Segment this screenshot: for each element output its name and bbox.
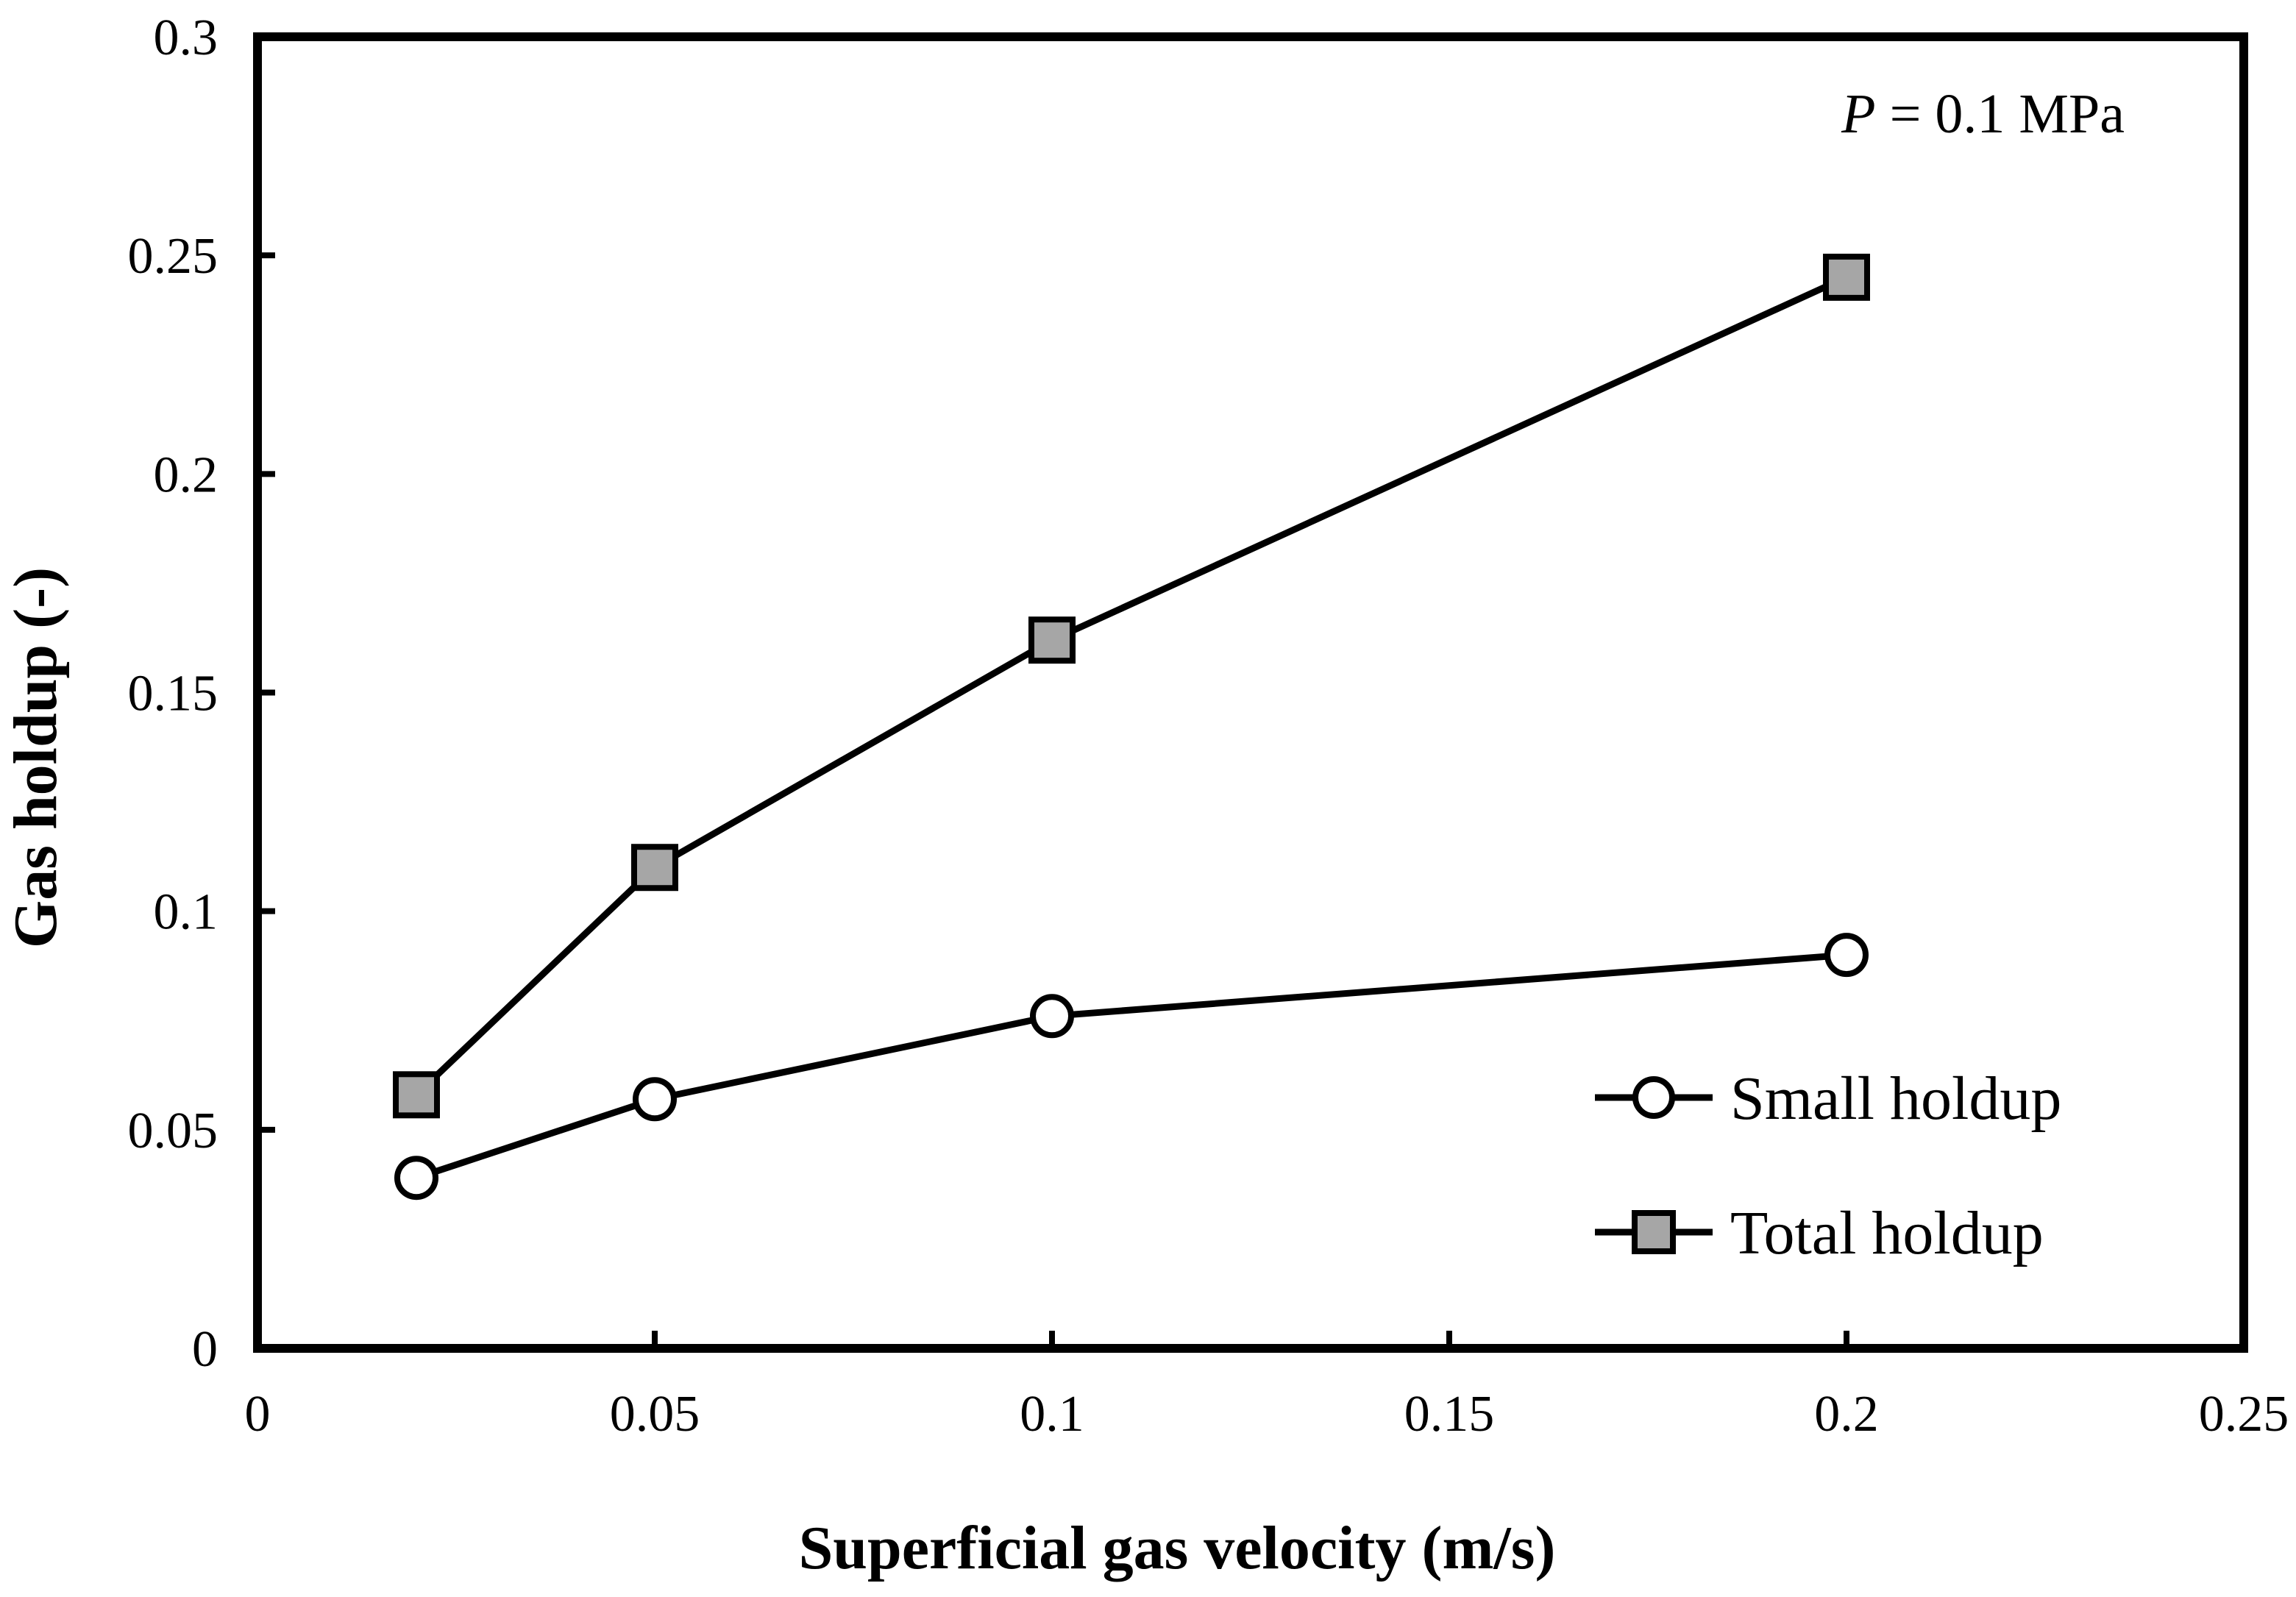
x-axis-title: Superficial gas velocity (m/s) [799,1514,1556,1582]
total-holdup-point [631,844,678,892]
y-tick-label: 0.3 [154,10,218,66]
y-tick-label: 0.25 [128,228,218,285]
y-tick-label: 0.15 [128,666,218,722]
total-holdup-point [1823,253,1870,301]
legend-label-small: Small holdup [1730,1064,2061,1133]
legend: Small holdup Total holdup [1595,1064,2061,1267]
y-tick-label: 0.2 [154,447,218,503]
x-tick-label: 0.15 [1404,1386,1495,1443]
total-holdup-point [1028,616,1076,664]
x-tick-label: 0.05 [610,1386,700,1443]
small-holdup-point [1824,933,1869,978]
y-axis-title: Gas holdup (-) [1,567,70,948]
plot-area-frame [253,32,2248,1353]
small-holdup-point [394,1156,438,1201]
y-tick-label: 0.05 [128,1103,218,1159]
x-tick-label: 0.1 [1020,1386,1084,1443]
pressure-variable: P [1841,83,1875,145]
series-layer [393,253,1870,1201]
y-tick-label: 0.1 [154,884,218,941]
small-holdup-point [633,1077,677,1122]
y-tick-label: 0 [192,1321,218,1378]
x-tick-label: 0.2 [1814,1386,1879,1443]
x-tick-label: 0 [245,1386,271,1443]
y-axis-ticks: 0 0.05 0.1 0.15 0.2 0.25 0.3 [128,10,275,1378]
pressure-value: = 0.1 MPa [1876,83,2125,145]
total-holdup-line [413,274,1848,1098]
x-tick-label: 0.25 [2199,1386,2289,1443]
total-holdup-point [393,1071,440,1119]
x-axis-ticks: 0 0.05 0.1 0.15 0.2 0.25 [245,1331,2289,1443]
legend-marker-total [1632,1210,1676,1254]
legend-marker-small [1632,1076,1675,1119]
legend-label-total: Total holdup [1730,1199,2044,1267]
pressure-annotation: P = 0.1 MPa [1841,83,2125,145]
small-holdup-point [1030,994,1074,1039]
small-holdup-line [415,951,1847,1181]
